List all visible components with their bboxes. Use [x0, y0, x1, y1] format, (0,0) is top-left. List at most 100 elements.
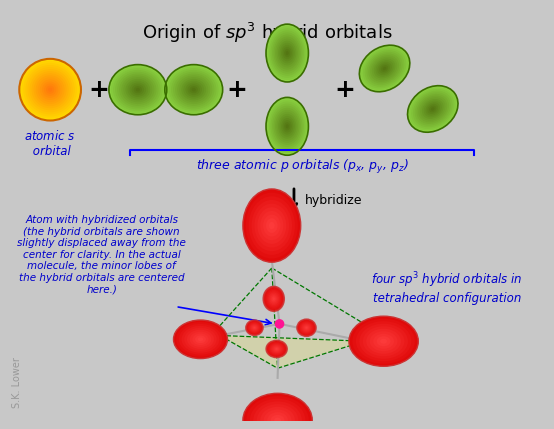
- Ellipse shape: [249, 323, 260, 332]
- Ellipse shape: [263, 286, 284, 311]
- Ellipse shape: [365, 50, 404, 87]
- Ellipse shape: [257, 404, 299, 429]
- Ellipse shape: [283, 47, 292, 59]
- Ellipse shape: [34, 73, 66, 106]
- Ellipse shape: [40, 79, 60, 100]
- Ellipse shape: [253, 326, 256, 329]
- Ellipse shape: [117, 72, 158, 108]
- Ellipse shape: [181, 79, 206, 100]
- Ellipse shape: [366, 329, 401, 354]
- Ellipse shape: [130, 82, 146, 97]
- Ellipse shape: [179, 324, 222, 355]
- Ellipse shape: [269, 222, 275, 229]
- Ellipse shape: [269, 343, 284, 355]
- Ellipse shape: [272, 106, 302, 147]
- Ellipse shape: [427, 104, 438, 114]
- Ellipse shape: [356, 321, 412, 361]
- Ellipse shape: [415, 92, 451, 126]
- Ellipse shape: [266, 290, 281, 308]
- Ellipse shape: [19, 59, 81, 121]
- Ellipse shape: [367, 52, 403, 85]
- Ellipse shape: [136, 88, 140, 91]
- Ellipse shape: [275, 348, 278, 350]
- Ellipse shape: [22, 61, 79, 118]
- Ellipse shape: [360, 324, 408, 359]
- Ellipse shape: [298, 320, 315, 335]
- Ellipse shape: [268, 26, 307, 80]
- Ellipse shape: [48, 88, 52, 92]
- Ellipse shape: [302, 323, 311, 332]
- Ellipse shape: [374, 58, 396, 79]
- Ellipse shape: [249, 196, 295, 255]
- Ellipse shape: [280, 43, 295, 63]
- Ellipse shape: [268, 100, 307, 153]
- Ellipse shape: [425, 102, 440, 115]
- Ellipse shape: [271, 296, 276, 301]
- Ellipse shape: [300, 322, 313, 334]
- Ellipse shape: [25, 65, 75, 115]
- Ellipse shape: [38, 77, 63, 102]
- Ellipse shape: [189, 86, 198, 93]
- Ellipse shape: [246, 320, 263, 335]
- Ellipse shape: [297, 319, 316, 336]
- Ellipse shape: [250, 324, 259, 332]
- Ellipse shape: [35, 75, 64, 104]
- Ellipse shape: [179, 77, 208, 102]
- Ellipse shape: [125, 79, 150, 100]
- Ellipse shape: [253, 402, 302, 429]
- Ellipse shape: [132, 85, 144, 95]
- Ellipse shape: [274, 34, 301, 72]
- Ellipse shape: [429, 106, 437, 112]
- Ellipse shape: [270, 103, 304, 149]
- Ellipse shape: [274, 108, 301, 145]
- Text: Origin of $sp^3$ hybrid orbitals: Origin of $sp^3$ hybrid orbitals: [142, 21, 392, 45]
- Ellipse shape: [167, 66, 220, 113]
- Ellipse shape: [29, 69, 71, 110]
- Ellipse shape: [188, 85, 200, 95]
- Ellipse shape: [189, 332, 211, 347]
- Ellipse shape: [305, 326, 309, 329]
- Ellipse shape: [276, 39, 298, 67]
- Text: three atomic $p$ orbitals ($p_x$, $p_y$, $p_z$): three atomic $p$ orbitals ($p_x$, $p_y$,…: [196, 158, 409, 176]
- Ellipse shape: [32, 71, 69, 108]
- Ellipse shape: [247, 321, 262, 335]
- Ellipse shape: [274, 417, 281, 423]
- Ellipse shape: [260, 407, 295, 429]
- Ellipse shape: [254, 327, 255, 329]
- Ellipse shape: [284, 49, 290, 57]
- Ellipse shape: [370, 331, 397, 351]
- Ellipse shape: [251, 325, 258, 331]
- Ellipse shape: [165, 65, 223, 115]
- Text: +: +: [89, 78, 110, 102]
- Ellipse shape: [263, 214, 280, 236]
- Ellipse shape: [275, 36, 299, 69]
- Ellipse shape: [187, 329, 214, 349]
- Ellipse shape: [383, 67, 386, 70]
- Ellipse shape: [252, 200, 292, 251]
- Ellipse shape: [121, 76, 155, 104]
- Ellipse shape: [273, 298, 275, 300]
- Ellipse shape: [269, 28, 305, 78]
- Ellipse shape: [283, 120, 292, 133]
- Ellipse shape: [195, 335, 206, 343]
- Ellipse shape: [115, 70, 161, 109]
- Ellipse shape: [408, 86, 458, 132]
- Ellipse shape: [109, 65, 167, 115]
- Ellipse shape: [111, 66, 165, 113]
- Ellipse shape: [418, 96, 447, 122]
- Text: S.K. Lower: S.K. Lower: [12, 357, 22, 408]
- Ellipse shape: [274, 346, 280, 351]
- Ellipse shape: [377, 62, 392, 75]
- Ellipse shape: [368, 54, 401, 83]
- Text: atomic $s$
 orbital: atomic $s$ orbital: [24, 129, 76, 158]
- Ellipse shape: [184, 328, 217, 351]
- Ellipse shape: [278, 114, 296, 139]
- Ellipse shape: [269, 294, 278, 304]
- Ellipse shape: [286, 124, 289, 128]
- Ellipse shape: [28, 67, 73, 112]
- Ellipse shape: [173, 320, 228, 359]
- Ellipse shape: [266, 97, 309, 155]
- Ellipse shape: [272, 33, 302, 74]
- Text: +: +: [335, 78, 356, 102]
- Ellipse shape: [264, 287, 283, 310]
